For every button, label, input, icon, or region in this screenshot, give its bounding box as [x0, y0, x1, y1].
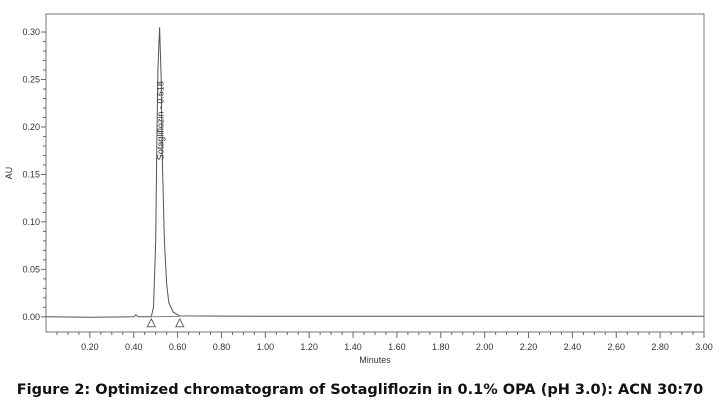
x-tick-label: 1.20 [300, 342, 318, 352]
x-tick-label: 2.20 [520, 342, 538, 352]
y-tick-label: 0.25 [22, 74, 40, 84]
peak-label: Sotagliflozin - 0.518 [156, 81, 166, 160]
ticks: 0.20 0.40 0.60 0.80 1.00 1.20 1.40 1.60 1.80 2.00… [22, 27, 712, 352]
x-tick-label: 0.40 [125, 342, 143, 352]
x-tick-label: 3.00 [695, 342, 713, 352]
chromatogram-line [45, 27, 704, 318]
y-tick-label: 0.15 [22, 169, 40, 179]
y-tick-label: 0.10 [22, 217, 40, 227]
y-tick-label: 0.05 [22, 264, 40, 274]
x-tick-label: 0.20 [81, 342, 99, 352]
axes [45, 13, 705, 333]
x-tick-label: 2.60 [608, 342, 626, 352]
x-tick-label: 2.00 [476, 342, 494, 352]
x-tick-label: 2.80 [651, 342, 669, 352]
peak-marker-triangle-icon [174, 317, 185, 328]
peak-marker-triangle-icon [146, 317, 157, 328]
x-tick-label: 1.40 [344, 342, 362, 352]
y-tick-label: 0.30 [22, 27, 40, 37]
plot-frame [45, 13, 705, 333]
y-axis-label: AU [4, 167, 14, 180]
x-tick-label: 0.60 [169, 342, 187, 352]
x-tick-label: 0.80 [213, 342, 231, 352]
x-axis-label: Minutes [359, 355, 391, 365]
x-tick-label: 2.40 [564, 342, 582, 352]
figure-caption: Figure 2: Optimized chromatogram of Sota… [16, 382, 704, 398]
chromatogram-chart: 0.20 0.40 0.60 0.80 1.00 1.20 1.40 1.60 1.80 2.00… [4, 13, 713, 365]
y-tick-label: 0.00 [22, 312, 40, 322]
y-tick-label: 0.20 [22, 122, 40, 132]
x-tick-label: 1.00 [257, 342, 275, 352]
trace [45, 27, 704, 328]
x-tick-label: 1.60 [388, 342, 406, 352]
x-tick-label: 1.80 [432, 342, 450, 352]
